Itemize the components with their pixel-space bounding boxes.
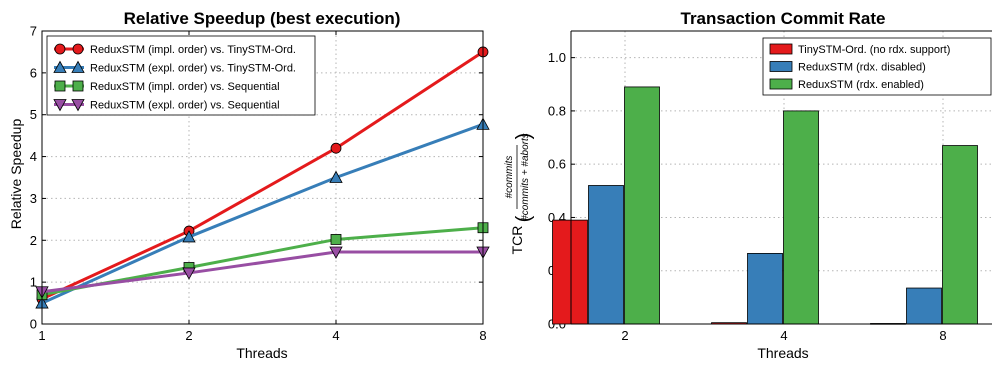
speedup-y-tick-label: 3 (30, 191, 37, 206)
series-reduxstm-rdx-enabled (624, 86, 978, 325)
tcr-y-label-paren-open: ( (513, 215, 535, 222)
speedup-x-tick-label: 1 (38, 328, 45, 343)
speedup-y-tick-label: 4 (30, 149, 37, 164)
bar (942, 145, 978, 325)
series-line (41, 122, 484, 305)
legend-marker (72, 80, 84, 92)
legend-swatch (769, 61, 793, 72)
bar (588, 185, 624, 325)
series-tinystm-ord-no-rdx-support (552, 219, 906, 325)
bar (783, 110, 819, 325)
legend-label: ReduxSTM (rdx. disabled) (798, 62, 926, 74)
legend-marker (54, 80, 66, 92)
legend-box (46, 35, 316, 116)
data-point (330, 142, 342, 154)
speedup-y-axis-label: Relative Speedup (8, 119, 24, 230)
tcr-y-tick-label: 0.8 (548, 103, 566, 118)
tcr-y-tick-label: 0.6 (548, 157, 566, 172)
speedup-y-tick-label: 0 (30, 317, 37, 332)
speedup-y-tick-label: 5 (30, 107, 37, 122)
legend-label: TinySTM-Ord. (no rdx. support) (798, 44, 950, 56)
tcr-x-axis-label: Threads (757, 345, 808, 361)
series-line (41, 50, 484, 301)
tcr-x-tick-label: 2 (621, 328, 628, 343)
data-point (329, 246, 343, 259)
speedup-plot-frame (41, 30, 484, 325)
data-point (182, 230, 196, 243)
speedup-x-tick-label: 4 (332, 328, 339, 343)
legend-label: ReduxSTM (impl. order) vs. Sequential (90, 81, 280, 93)
legend-marker (72, 43, 84, 55)
speedup-y-tick-label: 6 (30, 65, 37, 80)
tcr-y-label-prefix: TCR (509, 226, 525, 255)
speedup-y-tick-label: 2 (30, 233, 37, 248)
series-reduxstm-rdx-disabled (588, 185, 942, 325)
legend-swatch (769, 43, 793, 55)
tcr-y-axis-label: TCR ( #commits #commits + #aborts ) (504, 133, 535, 255)
tcr-y-label-denominator: #commits + #aborts (520, 133, 531, 221)
tcr-x-tick-label: 4 (780, 328, 787, 343)
speedup-y-tick-label: 1 (30, 275, 37, 290)
legend-label: ReduxSTM (rdx. enabled) (798, 79, 924, 91)
speedup-x-tick-label: 2 (185, 328, 192, 343)
legend-label: ReduxSTM (expl. order) vs. Sequential (90, 100, 280, 112)
tcr-legend: TinySTM-Ord. (no rdx. support) ReduxSTM (… (762, 37, 992, 96)
bar (906, 287, 942, 325)
legend-marker (71, 99, 85, 112)
legend-marker (53, 60, 67, 73)
speedup-legend: ReduxSTM (impl. order) vs. TinySTM-Ord. R… (46, 35, 316, 116)
tcr-chart-title: Transaction Commit Rate (681, 9, 886, 28)
speedup-chart-title: Relative Speedup (best execution) (124, 9, 401, 28)
legend-box (762, 37, 992, 96)
speedup-y-tick-label: 7 (30, 24, 37, 39)
speedup-x-axis-label: Threads (236, 345, 287, 361)
bar (624, 86, 660, 325)
bar (552, 219, 588, 325)
tcr-y-label-paren-close: ) (513, 133, 535, 140)
data-point (182, 267, 196, 280)
legend-swatch (769, 78, 793, 90)
legend-label: ReduxSTM (expl. order) vs. TinySTM-Ord. (90, 63, 296, 75)
data-point (330, 234, 342, 245)
tcr-y-label-numerator: #commits (504, 156, 515, 199)
tcr-x-tick-label: 8 (939, 328, 946, 343)
legend-marker (54, 43, 66, 55)
speedup-x-tick-label: 8 (479, 328, 486, 343)
legend-label: ReduxSTM (impl. order) vs. TinySTM-Ord. (90, 44, 296, 56)
bar (747, 253, 783, 325)
data-point (329, 170, 343, 183)
tcr-y-tick-label: 1.0 (548, 50, 566, 65)
series-line (41, 250, 483, 294)
legend-marker (53, 99, 67, 112)
legend-marker (71, 60, 85, 73)
series-reduxstm-expl-order-vs-tinystm-ord (35, 117, 490, 309)
